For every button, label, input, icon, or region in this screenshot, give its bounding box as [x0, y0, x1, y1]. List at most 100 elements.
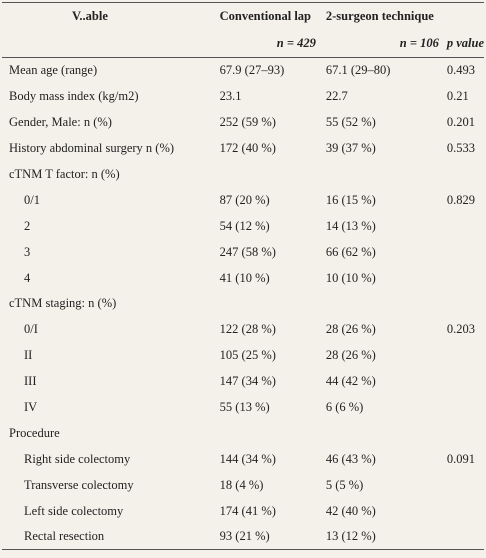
header-row-2: n = 429 n = 106 p value [2, 30, 484, 58]
row-two-surgeon: 39 (37 %) [325, 141, 376, 156]
row-label: Gender, Male: n (%) [9, 115, 112, 130]
row-label: II [24, 348, 33, 363]
row-p-value [447, 472, 484, 498]
table-row: Left side colectomy 174 (41 %) 42 (40 %) [2, 498, 484, 524]
table-row: Procedure [2, 420, 484, 446]
row-p-value: 0.21 [446, 89, 469, 104]
row-conventional: 252 (59 %) [219, 115, 276, 130]
row-conventional: 122 (28 %) [219, 322, 276, 337]
row-two-surgeon: 13 (12 %) [325, 529, 376, 544]
row-two-surgeon: 55 (52 %) [325, 115, 376, 130]
row-conventional [220, 420, 326, 446]
row-two-surgeon: 42 (40 %) [325, 503, 376, 518]
header-variable: V..able [72, 9, 108, 23]
row-conventional: 41 (10 %) [219, 270, 270, 285]
row-two-surgeon: 28 (26 %) [325, 322, 376, 337]
row-two-surgeon [326, 420, 447, 446]
table-row: 4 41 (10 %) 10 (10 %) [2, 265, 484, 291]
row-label: Body mass index (kg/m2) [9, 89, 139, 104]
row-conventional: 105 (25 %) [219, 348, 276, 363]
row-conventional: 93 (21 %) [219, 529, 270, 544]
row-label: Right side colectomy [24, 451, 131, 466]
table-row: 3 247 (58 %) 66 (62 %) [2, 239, 484, 265]
row-p-value [447, 420, 484, 446]
table-row: 0/I 122 (28 %) 28 (26 %) 0.203 [2, 317, 484, 343]
header-conventional-lap: Conventional lap [219, 9, 311, 23]
row-conventional: 172 (40 %) [219, 141, 276, 156]
table-row: 2 54 (12 %) 14 (13 %) [2, 213, 484, 239]
table-row: Body mass index (kg/m2) 23.1 22.7 0.21 [2, 84, 484, 110]
header-empty [447, 3, 484, 30]
table-row: Gender, Male: n (%) 252 (59 %) 55 (52 %) 0.… [2, 110, 484, 136]
row-label: 2 [24, 218, 31, 233]
table-row: II 105 (25 %) 28 (26 %) [2, 343, 484, 369]
row-p-value: 0.201 [446, 115, 475, 130]
row-conventional: 174 (41 %) [219, 503, 276, 518]
row-label: III [24, 374, 37, 389]
row-label: IV [24, 400, 38, 415]
row-two-surgeon: 5 (5 %) [325, 477, 364, 492]
row-two-surgeon: 66 (62 %) [325, 244, 376, 259]
row-p-value [447, 343, 484, 369]
header-row-1: V..able Conventional lap 2-surgeon techn… [2, 3, 484, 30]
row-two-surgeon: 28 (26 %) [325, 348, 376, 363]
table-row: III 147 (34 %) 44 (42 %) [2, 369, 484, 395]
row-conventional: 54 (12 %) [219, 218, 270, 233]
row-label: Left side colectomy [24, 503, 124, 518]
row-conventional [220, 291, 326, 317]
row-conventional [220, 162, 326, 188]
header-two-surgeon: 2-surgeon technique [325, 9, 434, 23]
row-conventional: 67.9 (27–93) [219, 63, 285, 78]
row-p-value [447, 265, 484, 291]
row-p-value [447, 369, 484, 395]
row-conventional: 147 (34 %) [219, 374, 276, 389]
row-label: 0/1 [24, 192, 40, 207]
row-two-surgeon: 16 (15 %) [325, 192, 376, 207]
row-p-value: 0.493 [446, 63, 475, 78]
table-row: cTNM T factor: n (%) [2, 162, 484, 188]
data-table-container: ​ V..able Conventional lap 2-surgeon tec… [2, 2, 484, 550]
row-two-surgeon [326, 291, 447, 317]
table-row: Right side colectomy 144 (34 %) 46 (43 %) 0… [2, 446, 484, 472]
row-conventional: 144 (34 %) [219, 451, 276, 466]
row-conventional: 87 (20 %) [219, 192, 270, 207]
header-p-value: p value [446, 30, 484, 58]
table-row: History abdominal surgery n (%) 172 (40 %… [2, 136, 484, 162]
row-label: Transverse colectomy [24, 477, 134, 492]
header-n-conventional: n = 429 [219, 30, 326, 58]
row-two-surgeon: 10 (10 %) [325, 270, 376, 285]
patient-characteristics-table: V..able Conventional lap 2-surgeon techn… [2, 3, 484, 550]
row-p-value [447, 395, 484, 421]
header-spacer [2, 30, 220, 58]
row-p-value [447, 524, 484, 550]
table-body: Mean age (range) 67.9 (27–93) 67.1 (29–80)… [2, 58, 484, 550]
row-p-value [447, 162, 484, 188]
row-label: 4 [24, 270, 31, 285]
row-label: Rectal resection [24, 529, 105, 544]
row-label: History abdominal surgery n (%) [9, 141, 175, 156]
table-row: cTNM staging: n (%) [2, 291, 484, 317]
n-two-surgeon-text: n = 106 [399, 36, 439, 50]
row-two-surgeon: 67.1 (29–80) [325, 63, 391, 78]
row-label: Procedure [9, 425, 60, 440]
n-conventional-text: n = 429 [276, 36, 316, 50]
row-two-surgeon: 22.7 [325, 89, 348, 104]
table-row: Transverse colectomy 18 (4 %) 5 (5 %) [2, 472, 484, 498]
row-two-surgeon: 6 (6 %) [325, 400, 364, 415]
table-row: Mean age (range) 67.9 (27–93) 67.1 (29–80)… [2, 58, 484, 84]
table-row: 0/1 87 (20 %) 16 (15 %) 0.829 [2, 187, 484, 213]
row-conventional: 247 (58 %) [219, 244, 276, 259]
row-two-surgeon [326, 162, 447, 188]
row-p-value: 0.091 [446, 451, 475, 466]
row-p-value: 0.533 [446, 141, 475, 156]
row-two-surgeon: 44 (42 %) [325, 374, 376, 389]
row-p-value: 0.829 [446, 192, 475, 207]
p-value-text: p value [446, 36, 484, 50]
row-p-value: 0.203 [446, 322, 475, 337]
row-label: cTNM T factor: n (%) [9, 167, 120, 181]
row-conventional: 23.1 [219, 89, 242, 104]
row-p-value [447, 291, 484, 317]
table-row: IV 55 (13 %) 6 (6 %) [2, 395, 484, 421]
header-n-two-surgeon: n = 106 [325, 30, 447, 58]
table-row: Rectal resection 93 (21 %) 13 (12 %) [2, 524, 484, 550]
